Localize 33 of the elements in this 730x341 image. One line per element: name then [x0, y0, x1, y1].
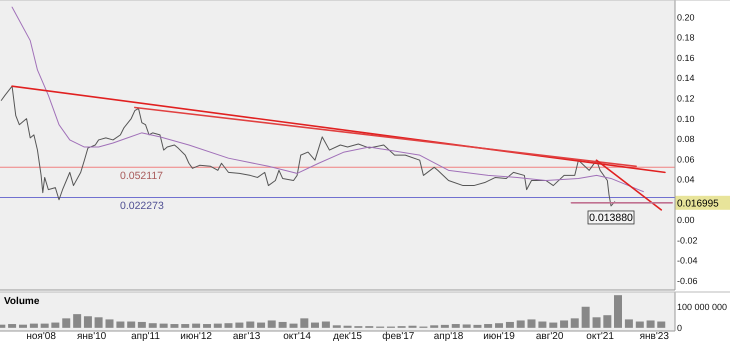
- x-tick-label: июн'12: [180, 331, 212, 341]
- x-tick-label: апр'11: [131, 331, 160, 341]
- y-tick-label: -0.02: [677, 235, 698, 246]
- y-tick-label: 0.12: [677, 94, 695, 104]
- y-tick-label: 100 000 000: [677, 302, 728, 312]
- annotation: 0.013880: [589, 212, 634, 224]
- y-tick-label: -0.04: [677, 256, 698, 266]
- y-tick-label: 0.14: [677, 73, 695, 84]
- y-tick-label: -0.06: [677, 276, 698, 286]
- y-tick-label: 0.10: [677, 114, 695, 124]
- x-tick-label: июн'19: [483, 331, 516, 341]
- x-tick-label: окт'14: [283, 331, 312, 341]
- x-tick-label: фев'17: [382, 331, 415, 341]
- y-tick-label: 0.18: [677, 32, 695, 43]
- ref-line-label: 0.052117: [120, 170, 164, 182]
- x-tick-label: дек'15: [333, 331, 362, 341]
- y-tick-label: 0.16: [677, 52, 695, 63]
- y-tick-label: 0.04: [677, 174, 695, 185]
- chart-title: Volume: [4, 296, 40, 307]
- y-tick-label: 0.08: [677, 134, 695, 144]
- x-tick-label: ноя'08: [26, 331, 56, 341]
- x-tick-label: янв'10: [76, 331, 107, 341]
- ref-line-label: 0.022273: [120, 200, 164, 212]
- y-tick-label: 0.00: [677, 215, 695, 226]
- x-tick-label: апр'18: [434, 331, 464, 341]
- y-tick-label: 0: [677, 322, 682, 333]
- x-tick-label: авг'20: [536, 331, 564, 341]
- x-tick-label: янв'23: [640, 331, 670, 341]
- y-tick-label: 0.06: [677, 154, 695, 164]
- x-tick-label: окт'21: [586, 331, 614, 341]
- y-tick-label: 0.20: [677, 12, 695, 22]
- x-tick-label: авг'13: [232, 331, 261, 341]
- annotation: 0.016995: [677, 198, 720, 210]
